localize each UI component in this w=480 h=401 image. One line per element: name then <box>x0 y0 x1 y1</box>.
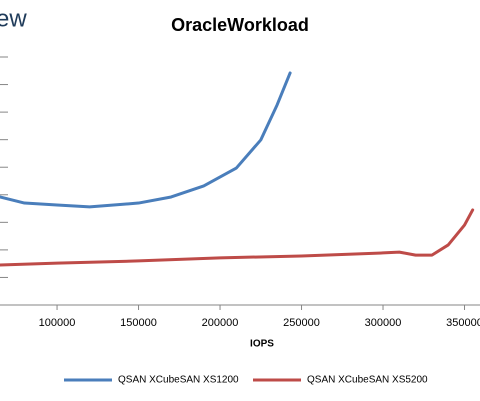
legend-label: QSAN XCubeSAN XS5200 <box>307 375 428 386</box>
legend-label: QSAN XCubeSAN XS1200 <box>118 375 239 386</box>
x-tick-label: 350000 <box>446 317 480 329</box>
x-tick-label: 150000 <box>120 317 157 329</box>
x-tick-label: 200000 <box>202 317 239 329</box>
x-tick-label: 250000 <box>283 317 320 329</box>
chart-title: OracleWorkload <box>171 15 309 35</box>
x-tick-label: 100000 <box>39 317 76 329</box>
x-tick-label: 300000 <box>365 317 402 329</box>
series-line <box>0 208 475 267</box>
series-line <box>0 71 292 209</box>
logo-text: ew <box>0 5 27 32</box>
x-axis-label: IOPS <box>250 339 274 350</box>
